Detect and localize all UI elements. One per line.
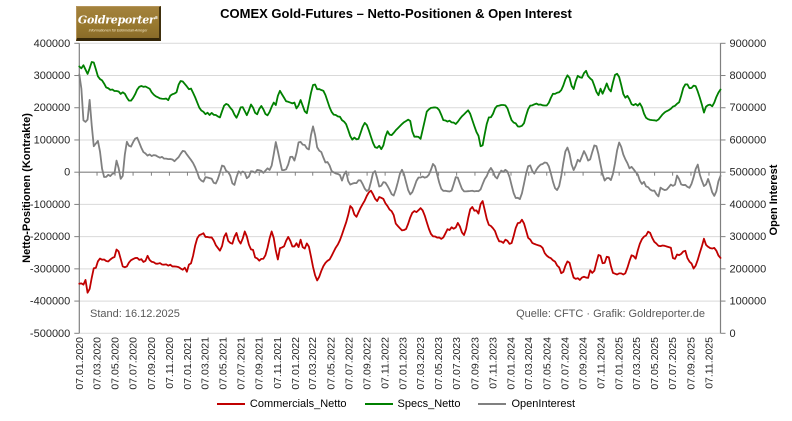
right-axis-tick-label: 700000 bbox=[730, 102, 767, 114]
left-axis-tick-label: -400000 bbox=[30, 296, 70, 308]
left-axis-tick-label: -100000 bbox=[30, 199, 70, 211]
x-axis-tick-label: 07.09.2025 bbox=[685, 337, 697, 390]
stand-date-note: Stand: 16.12.2025 bbox=[90, 308, 180, 320]
left-axis-title: Netto-Positionen (Kontrakte) bbox=[21, 113, 33, 263]
right-axis-tick-label: 900000 bbox=[730, 38, 767, 50]
x-axis-tick-label: 07.09.2023 bbox=[469, 337, 481, 390]
x-axis-tick-label: 07.05.2022 bbox=[325, 337, 337, 390]
right-axis-title: Open Interest bbox=[768, 164, 780, 235]
left-axis-tick-label: 200000 bbox=[34, 102, 71, 114]
logo-brand-text: Goldreporter® bbox=[77, 13, 159, 27]
logo-tagline: Informationen für Edelmetall-Anleger bbox=[88, 27, 148, 33]
right-axis-tick-label: 400000 bbox=[730, 199, 767, 211]
x-axis-tick-label: 07.11.2020 bbox=[164, 337, 176, 389]
chart-title: COMEX Gold-Futures – Netto-Positionen & … bbox=[220, 6, 572, 21]
x-axis-tick-label: 07.01.2021 bbox=[182, 337, 194, 390]
legend-item-openinterest: OpenInterest bbox=[478, 398, 575, 410]
x-axis-tick-label: 07.05.2024 bbox=[541, 337, 553, 390]
left-axis-tick-label: -300000 bbox=[30, 263, 70, 275]
goldreporter-logo: Goldreporter® Informationen für Edelmeta… bbox=[76, 6, 161, 41]
left-axis-tick-label: -200000 bbox=[30, 231, 70, 243]
right-axis-tick-label: 200000 bbox=[730, 263, 767, 275]
x-axis-tick-label: 07.09.2022 bbox=[362, 337, 374, 390]
x-axis-tick-label: 07.01.2022 bbox=[290, 337, 302, 390]
legend-label-openinterest: OpenInterest bbox=[511, 398, 576, 410]
x-axis-tick-label: 07.11.2025 bbox=[703, 337, 715, 389]
x-axis-tick-label: 07.03.2024 bbox=[523, 337, 535, 390]
x-axis-tick-label: 07.01.2025 bbox=[614, 337, 626, 390]
x-axis-tick-label: 07.09.2024 bbox=[578, 337, 590, 390]
x-axis-tick-label: 07.07.2021 bbox=[235, 337, 247, 390]
left-axis-tick-label: 400000 bbox=[34, 38, 71, 50]
x-axis-tick-label: 07.05.2025 bbox=[649, 337, 661, 390]
right-axis-tick-label: 300000 bbox=[730, 231, 767, 243]
x-axis-tick-label: 07.09.2020 bbox=[146, 337, 158, 390]
left-axis-tick-label: -500000 bbox=[30, 328, 70, 340]
x-axis-tick-label: 07.11.2022 bbox=[380, 337, 392, 389]
x-axis-tick-label: 07.05.2021 bbox=[217, 337, 229, 390]
x-axis-tick-label: 07.03.2023 bbox=[415, 337, 427, 390]
left-axis-tick-label: 0 bbox=[64, 167, 70, 179]
x-axis-tick-label: 07.01.2020 bbox=[74, 337, 86, 390]
series-line-openinterest bbox=[78, 73, 722, 200]
x-axis-tick-label: 07.09.2021 bbox=[254, 337, 266, 390]
x-axis-tick-label: 07.01.2023 bbox=[398, 337, 410, 390]
legend-label-specs: Specs_Netto bbox=[397, 398, 461, 410]
x-axis-tick-label: 07.03.2022 bbox=[307, 337, 319, 390]
x-axis-tick-label: 07.11.2023 bbox=[487, 337, 499, 389]
legend-line-commercials-icon bbox=[216, 403, 245, 405]
right-axis-tick-label: 0 bbox=[730, 328, 736, 340]
x-axis-tick-label: 07.07.2020 bbox=[128, 337, 140, 390]
legend-item-specs: Specs_Netto bbox=[364, 398, 461, 410]
x-axis-tick-label: 07.03.2025 bbox=[631, 337, 643, 390]
x-axis-tick-label: 07.11.2024 bbox=[596, 337, 608, 389]
x-axis-tick-label: 07.07.2022 bbox=[343, 337, 355, 390]
x-axis-tick-label: 07.07.2023 bbox=[451, 337, 463, 390]
right-axis-tick-label: 500000 bbox=[730, 167, 767, 179]
series-line-commercials_netto bbox=[78, 189, 722, 294]
x-axis-tick-label: 07.11.2021 bbox=[272, 337, 284, 389]
left-axis-tick-label: 300000 bbox=[34, 70, 71, 82]
legend-line-openinterest-icon bbox=[478, 403, 507, 405]
registered-trademark-icon: ® bbox=[154, 15, 159, 20]
x-axis-tick-label: 07.07.2024 bbox=[559, 337, 571, 390]
right-axis-tick-label: 100000 bbox=[730, 296, 767, 308]
right-axis-tick-label: 800000 bbox=[730, 70, 767, 82]
x-axis-tick-label: 07.03.2021 bbox=[199, 337, 211, 390]
source-credit-note: Quelle: CFTC · Grafik: Goldreporter.de bbox=[516, 308, 705, 320]
x-axis-tick-label: 07.05.2020 bbox=[110, 337, 122, 390]
left-axis-tick-label: 100000 bbox=[34, 134, 71, 146]
x-axis-tick-label: 07.03.2020 bbox=[92, 337, 104, 390]
series-line-specs_netto bbox=[78, 61, 722, 151]
legend-item-commercials: Commercials_Netto bbox=[216, 398, 347, 410]
legend-label-commercials: Commercials_Netto bbox=[249, 398, 347, 410]
x-axis-tick-label: 07.07.2025 bbox=[667, 337, 679, 390]
x-axis-tick-label: 07.01.2024 bbox=[506, 337, 518, 390]
legend-line-specs-icon bbox=[364, 403, 393, 405]
chart-legend: Commercials_Netto Specs_Netto OpenIntere… bbox=[0, 398, 792, 410]
right-axis-tick-label: 600000 bbox=[730, 134, 767, 146]
x-axis-tick-label: 07.05.2023 bbox=[433, 337, 445, 390]
